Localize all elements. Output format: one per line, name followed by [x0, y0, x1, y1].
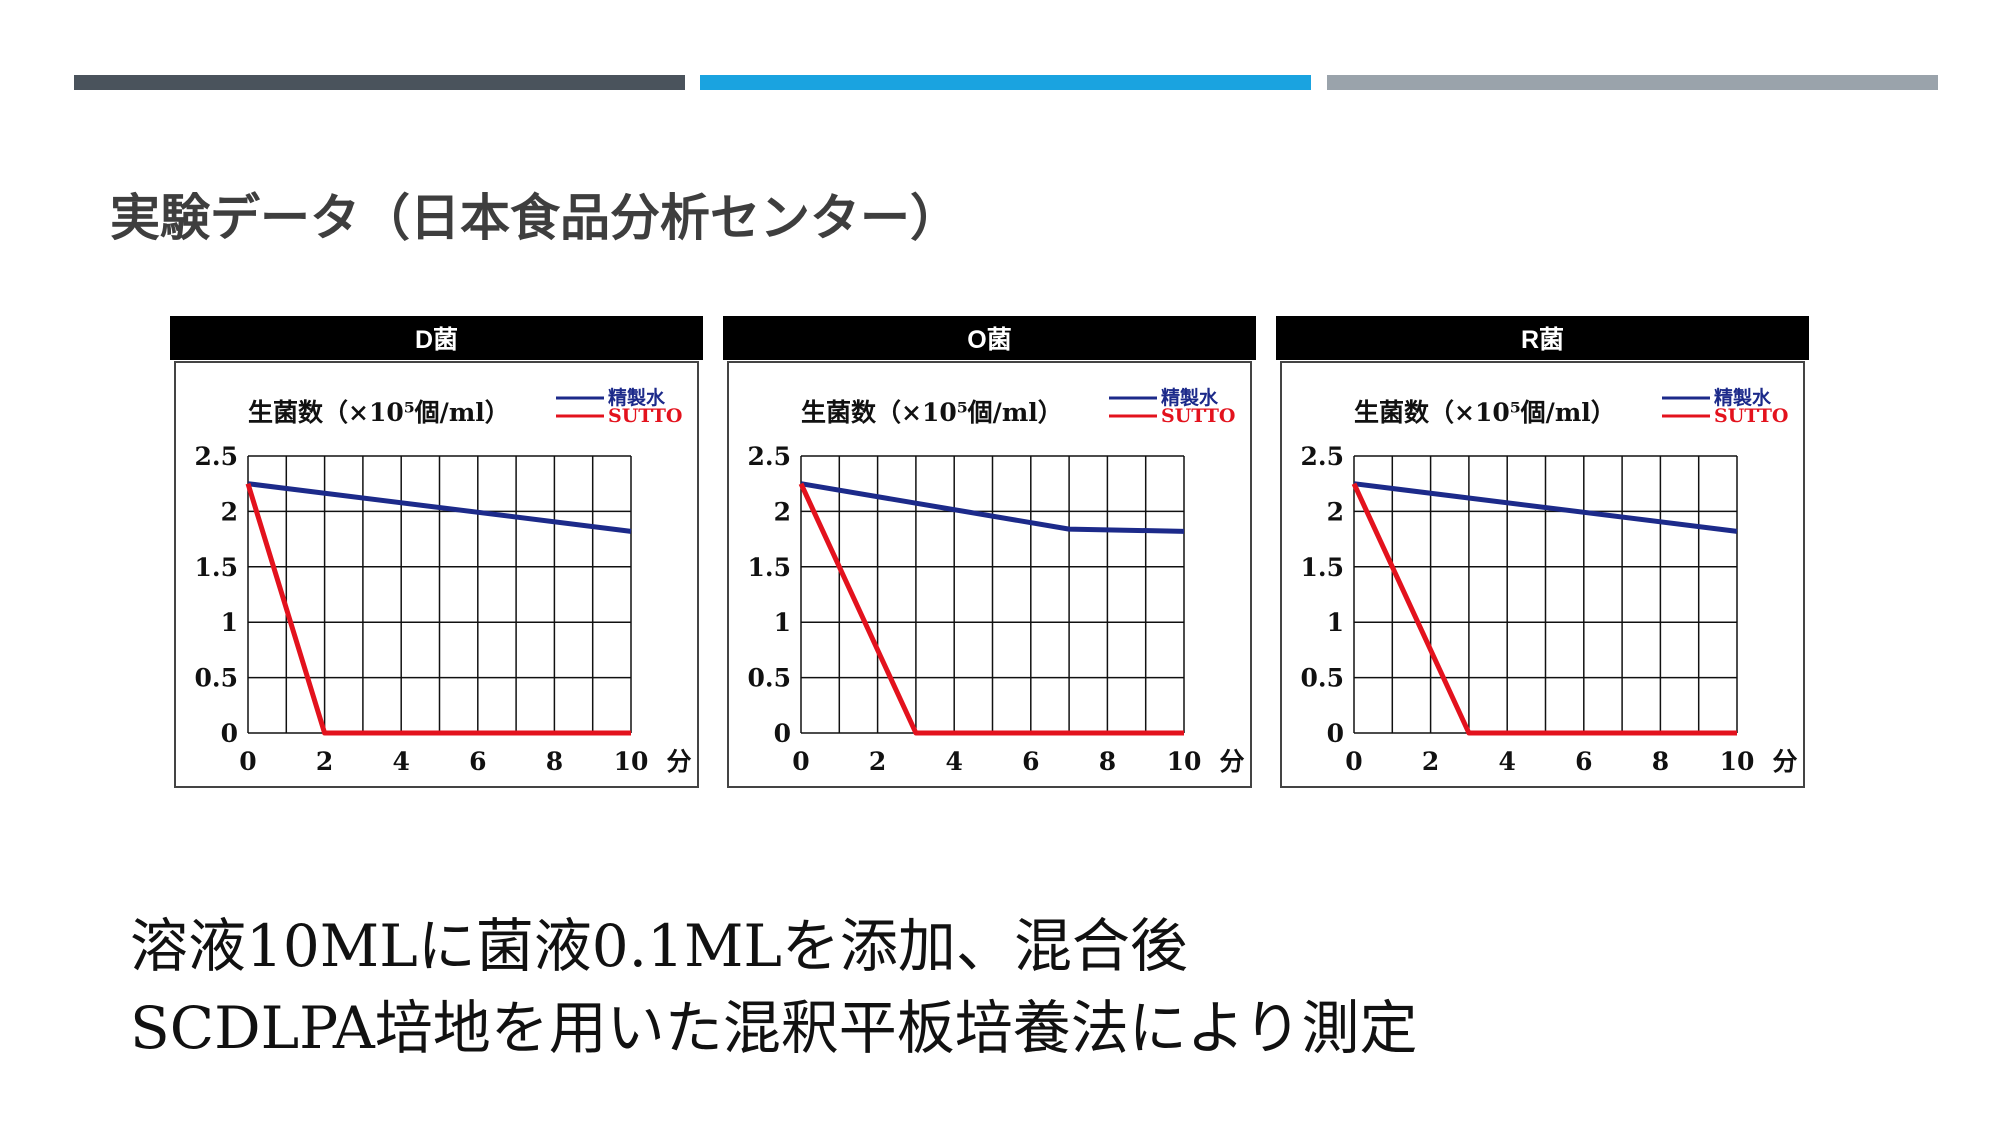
y-tick-label: 0.5	[1301, 664, 1345, 693]
x-axis-label: 分	[1219, 747, 1244, 776]
chart-title: R菌	[1276, 316, 1809, 360]
y-tick-label: 0	[221, 719, 238, 748]
x-tick-label: 0	[1345, 747, 1362, 776]
x-tick-label: 10	[1720, 747, 1755, 776]
legend-label: SUTTO	[1714, 405, 1788, 427]
series-line	[1351, 482, 1737, 736]
legend-label: SUTTO	[608, 405, 682, 427]
y-tick-label: 1	[221, 608, 238, 637]
x-tick-label: 10	[1167, 747, 1202, 776]
chart-panel-o: O菌 生菌数（×10⁵個/ml） 精製水 SUTTO 0 0.5 1 1.5 2 2.5 0 2 4 6…	[723, 316, 1256, 792]
chart-title: O菌	[723, 316, 1256, 360]
page-title: 実験データ（日本食品分析センター）	[110, 189, 960, 247]
series-line	[798, 482, 1184, 736]
y-tick-label: 1.5	[195, 553, 239, 582]
chart-frame: 生菌数（×10⁵個/ml） 精製水 SUTTO 0 0.5 1 1.5 2 2.5 0 2 4 6 8 10…	[174, 361, 699, 788]
x-tick-label: 2	[316, 747, 333, 776]
x-tick-label: 0	[792, 747, 809, 776]
legend-label: 精製水	[1161, 386, 1219, 409]
x-tick-label: 8	[1652, 747, 1669, 776]
x-tick-label: 0	[239, 747, 256, 776]
x-axis-label: 分	[1772, 747, 1797, 776]
y-tick-label: 2	[774, 497, 791, 526]
legend-label: SUTTO	[1161, 405, 1235, 427]
series-line	[247, 481, 632, 534]
y-tick-label: 0	[774, 719, 791, 748]
y-axis-label: 生菌数（×10⁵個/ml）	[248, 398, 510, 427]
caption-line-2: SCDLPA培地を用いた混釈平板培養法により測定	[130, 994, 1418, 1062]
y-tick-label: 1.5	[748, 553, 792, 582]
y-tick-label: 1	[1327, 608, 1344, 637]
top-accent-bar-blue	[700, 75, 1311, 90]
x-tick-label: 6	[1575, 747, 1592, 776]
legend-label: 精製水	[608, 386, 666, 409]
x-tick-label: 6	[469, 747, 486, 776]
series-line	[1353, 481, 1738, 534]
chart-panel-r: R菌 生菌数（×10⁵個/ml） 精製水 SUTTO 0 0.5 1 1.5 2 2.5 0 2 4 6…	[1276, 316, 1809, 792]
x-tick-label: 8	[1099, 747, 1116, 776]
legend-label: 精製水	[1714, 386, 1772, 409]
x-tick-label: 2	[869, 747, 886, 776]
y-tick-label: 2	[221, 497, 238, 526]
series-line	[245, 482, 631, 736]
y-tick-label: 0.5	[748, 664, 792, 693]
series-line	[800, 481, 1185, 534]
x-tick-label: 4	[1498, 747, 1515, 776]
y-tick-label: 1.5	[1301, 553, 1345, 582]
x-axis-label: 分	[666, 747, 691, 776]
x-tick-label: 4	[945, 747, 962, 776]
y-tick-label: 0.5	[195, 664, 239, 693]
x-tick-label: 10	[614, 747, 649, 776]
x-tick-label: 4	[392, 747, 409, 776]
y-axis-label: 生菌数（×10⁵個/ml）	[1354, 398, 1616, 427]
x-tick-label: 8	[546, 747, 563, 776]
chart-title: D菌	[170, 316, 703, 360]
chart-frame: 生菌数（×10⁵個/ml） 精製水 SUTTO 0 0.5 1 1.5 2 2.5 0 2 4 6 8 10…	[727, 361, 1252, 788]
chart-frame: 生菌数（×10⁵個/ml） 精製水 SUTTO 0 0.5 1 1.5 2 2.5 0 2 4 6 8 10…	[1280, 361, 1805, 788]
chart-panel-d: D菌 生菌数（×10⁵個/ml） 精製水 SUTTO 0 0.5 1 1.5 2 2.5 0 2 4 6…	[170, 316, 703, 792]
top-accent-bar-gray	[1327, 75, 1938, 90]
y-tick-label: 0	[1327, 719, 1344, 748]
y-tick-label: 2.5	[748, 442, 792, 471]
caption-line-1: 溶液10MLに菌液0.1MLを添加、混合後	[130, 912, 1188, 980]
x-tick-label: 6	[1022, 747, 1039, 776]
y-tick-label: 1	[774, 608, 791, 637]
top-accent-bar-dark	[74, 75, 685, 90]
y-tick-label: 2.5	[1301, 442, 1345, 471]
y-axis-label: 生菌数（×10⁵個/ml）	[801, 398, 1063, 427]
method-caption: 溶液10MLに菌液0.1MLを添加、混合後 SCDLPA培地を用いた混釈平板培養…	[130, 905, 1418, 1069]
x-tick-label: 2	[1422, 747, 1439, 776]
y-tick-label: 2	[1327, 497, 1344, 526]
y-tick-label: 2.5	[195, 442, 239, 471]
